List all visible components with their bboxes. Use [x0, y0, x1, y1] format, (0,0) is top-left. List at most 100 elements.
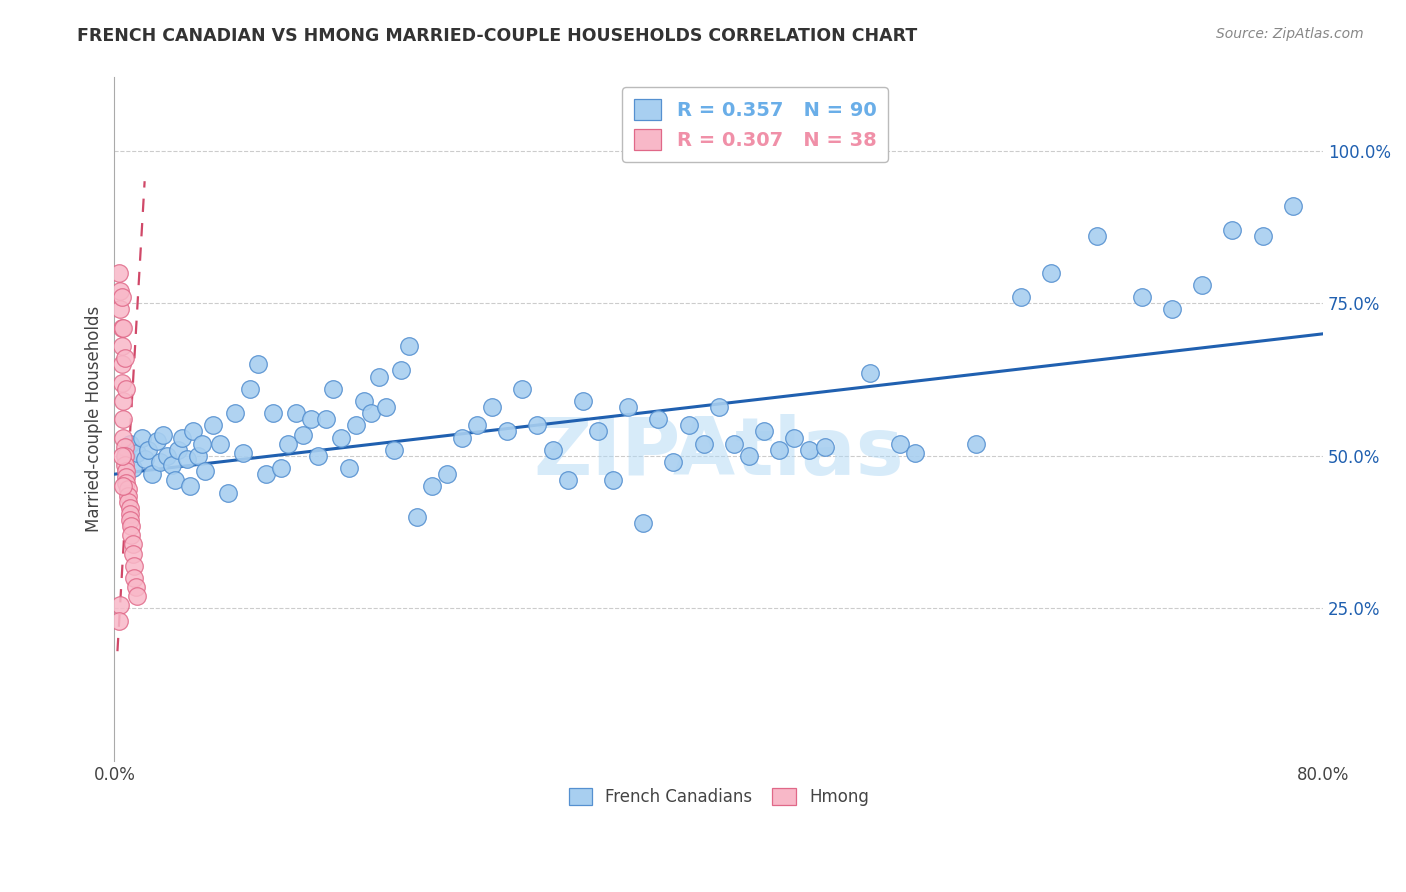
- Point: [813, 440, 835, 454]
- Point: [191, 436, 214, 450]
- Point: [201, 418, 224, 433]
- Point: [110, 284, 132, 298]
- Point: [678, 418, 700, 433]
- Point: [114, 449, 136, 463]
- Point: [112, 431, 135, 445]
- Point: [277, 436, 299, 450]
- Point: [859, 367, 882, 381]
- Point: [121, 537, 143, 551]
- Point: [307, 449, 329, 463]
- Point: [465, 418, 488, 433]
- Point: [120, 528, 142, 542]
- Point: [115, 464, 138, 478]
- Point: [512, 382, 534, 396]
- Point: [160, 458, 183, 472]
- Point: [382, 442, 405, 457]
- Point: [112, 393, 135, 408]
- Point: [783, 431, 806, 445]
- Point: [322, 382, 344, 396]
- Point: [246, 357, 269, 371]
- Point: [156, 449, 179, 463]
- Point: [586, 425, 609, 439]
- Point: [145, 434, 167, 448]
- Point: [179, 479, 201, 493]
- Point: [768, 442, 790, 457]
- Point: [117, 494, 139, 508]
- Point: [1191, 277, 1213, 292]
- Text: FRENCH CANADIAN VS HMONG MARRIED-COUPLE HOUSEHOLDS CORRELATION CHART: FRENCH CANADIAN VS HMONG MARRIED-COUPLE …: [77, 27, 918, 45]
- Point: [111, 290, 134, 304]
- Point: [172, 431, 194, 445]
- Point: [254, 467, 277, 482]
- Point: [692, 436, 714, 450]
- Y-axis label: Married-couple Households: Married-couple Households: [86, 306, 103, 533]
- Point: [186, 449, 208, 463]
- Point: [330, 431, 353, 445]
- Point: [117, 489, 139, 503]
- Point: [738, 449, 761, 463]
- Point: [405, 510, 427, 524]
- Point: [270, 461, 292, 475]
- Point: [557, 473, 579, 487]
- Point: [111, 357, 134, 371]
- Point: [965, 436, 987, 450]
- Point: [344, 418, 367, 433]
- Point: [122, 558, 145, 573]
- Legend: French Canadians, Hmong: French Canadians, Hmong: [560, 780, 877, 814]
- Point: [1282, 199, 1305, 213]
- Point: [541, 442, 564, 457]
- Point: [1251, 229, 1274, 244]
- Text: ZIPAtlas: ZIPAtlas: [533, 415, 904, 492]
- Point: [118, 507, 141, 521]
- Point: [526, 418, 548, 433]
- Point: [224, 406, 246, 420]
- Point: [115, 476, 138, 491]
- Point: [108, 614, 131, 628]
- Point: [111, 339, 134, 353]
- Point: [176, 452, 198, 467]
- Point: [631, 516, 654, 530]
- Point: [181, 425, 204, 439]
- Point: [889, 436, 911, 450]
- Point: [1040, 266, 1063, 280]
- Point: [114, 458, 136, 472]
- Point: [707, 400, 730, 414]
- Point: [118, 436, 141, 450]
- Point: [125, 446, 148, 460]
- Point: [602, 473, 624, 487]
- Point: [112, 320, 135, 334]
- Point: [114, 351, 136, 366]
- Point: [125, 589, 148, 603]
- Point: [398, 339, 420, 353]
- Point: [1085, 229, 1108, 244]
- Point: [115, 470, 138, 484]
- Point: [115, 382, 138, 396]
- Point: [799, 442, 821, 457]
- Point: [353, 393, 375, 408]
- Point: [436, 467, 458, 482]
- Point: [115, 449, 138, 463]
- Point: [647, 412, 669, 426]
- Point: [752, 425, 775, 439]
- Point: [110, 599, 132, 613]
- Point: [152, 427, 174, 442]
- Point: [209, 436, 232, 450]
- Point: [723, 436, 745, 450]
- Point: [367, 369, 389, 384]
- Point: [662, 455, 685, 469]
- Point: [391, 363, 413, 377]
- Point: [217, 485, 239, 500]
- Point: [239, 382, 262, 396]
- Point: [194, 464, 217, 478]
- Point: [262, 406, 284, 420]
- Point: [118, 500, 141, 515]
- Point: [112, 412, 135, 426]
- Point: [1222, 223, 1244, 237]
- Point: [284, 406, 307, 420]
- Point: [121, 461, 143, 475]
- Point: [617, 400, 640, 414]
- Point: [122, 571, 145, 585]
- Point: [112, 479, 135, 493]
- Point: [337, 461, 360, 475]
- Point: [572, 393, 595, 408]
